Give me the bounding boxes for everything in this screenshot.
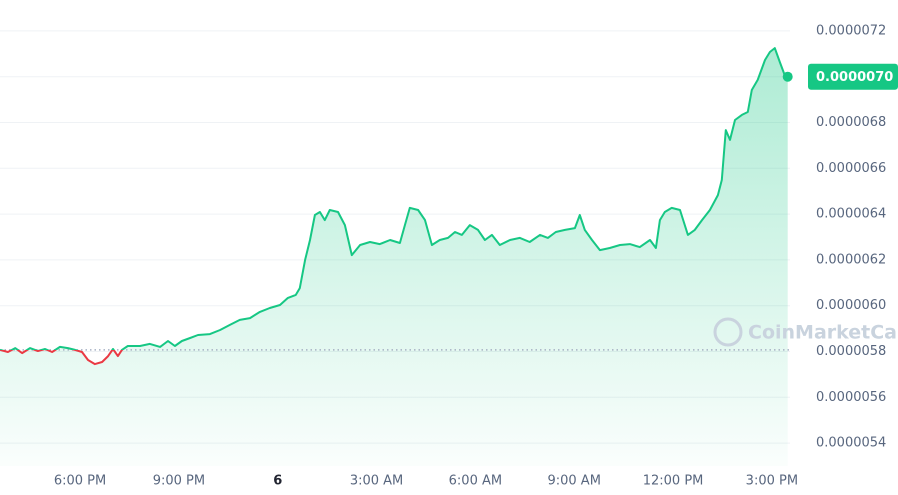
x-tick-label: 6	[273, 474, 282, 489]
watermark-text: CoinMarketCap	[748, 322, 898, 344]
y-tick-label: 0.0000058	[816, 344, 886, 359]
y-tick-label: 0.0000060	[816, 298, 886, 313]
price-tag-label: 0.0000070	[816, 70, 893, 85]
y-tick-label: 0.0000064	[816, 207, 886, 222]
y-tick-label: 0.0000062	[816, 252, 886, 267]
y-tick-label: 0.0000056	[816, 390, 886, 405]
watermark: CoinMarketCap	[713, 317, 898, 347]
price-tag	[808, 63, 898, 90]
price-area	[0, 48, 788, 466]
y-tick-label: 0.0000068	[816, 115, 886, 130]
x-tick-label: 12:00 PM	[643, 474, 704, 489]
x-tick-label: 3:00 AM	[350, 474, 403, 489]
x-tick-label: 3:00 PM	[746, 474, 798, 489]
y-tick-label: 0.0000054	[816, 436, 886, 451]
y-tick-label: 0.0000072	[816, 23, 886, 38]
x-tick-label: 6:00 AM	[449, 474, 502, 489]
x-tick-label: 9:00 PM	[153, 474, 205, 489]
x-tick-label: 9:00 AM	[547, 474, 600, 489]
last-point	[782, 71, 793, 82]
price-line	[0, 47, 789, 366]
y-tick-label: 0.0000066	[816, 161, 886, 176]
x-tick-label: 6:00 PM	[54, 474, 106, 489]
